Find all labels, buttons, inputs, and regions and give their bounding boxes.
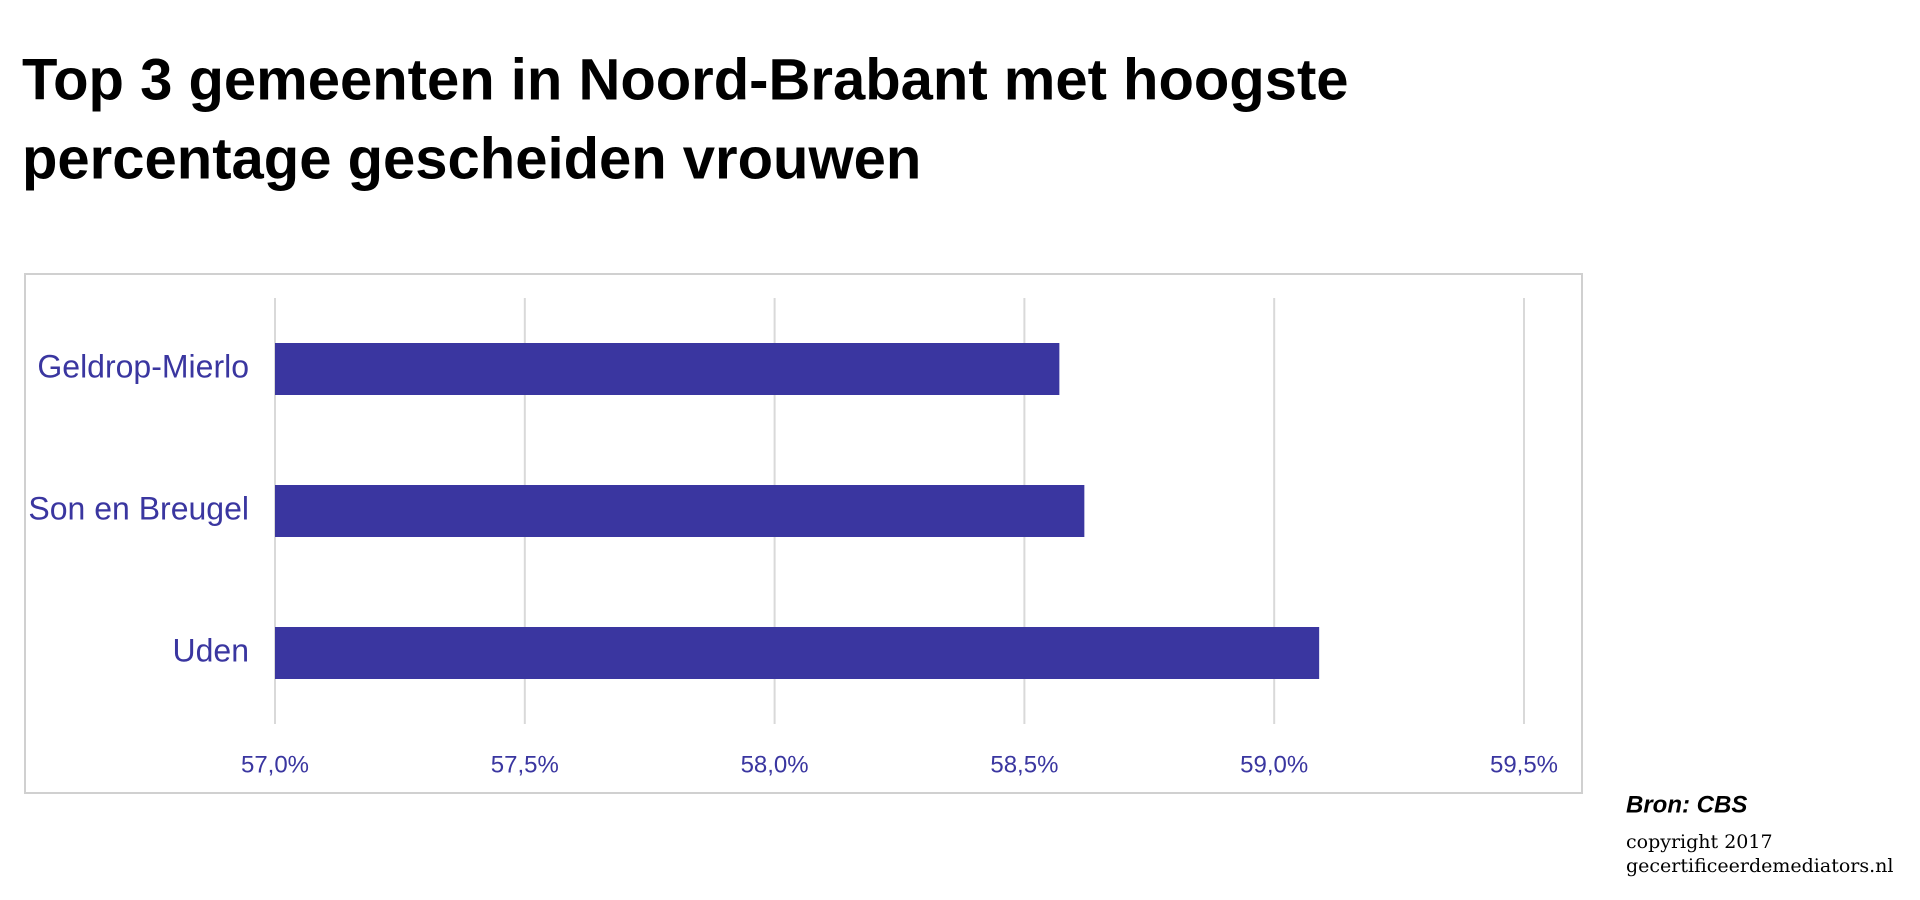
y-tick-label: Uden bbox=[173, 632, 250, 668]
bar bbox=[275, 485, 1085, 537]
chart-title: percentage gescheiden vrouwen bbox=[22, 126, 921, 191]
copyright: copyright 2017 bbox=[1626, 831, 1773, 853]
y-tick-label: Geldrop-Mierlo bbox=[37, 348, 249, 384]
x-tick-label: 59,0% bbox=[1240, 751, 1308, 778]
x-tick-label: 59,5% bbox=[1490, 751, 1558, 778]
chart-title: Top 3 gemeenten in Noord-Brabant met hoo… bbox=[22, 47, 1349, 112]
copyright: gecertificeerdemediators.nl bbox=[1626, 855, 1893, 877]
x-tick-label: 57,5% bbox=[491, 751, 559, 778]
x-tick-label: 58,0% bbox=[741, 751, 809, 778]
bar bbox=[275, 343, 1060, 395]
plot-frame bbox=[24, 273, 1583, 794]
y-tick-label: Son en Breugel bbox=[28, 490, 249, 526]
source: Bron: CBS bbox=[1626, 791, 1747, 818]
bar bbox=[275, 627, 1320, 679]
x-tick-label: 57,0% bbox=[241, 751, 309, 778]
x-tick-label: 58,5% bbox=[990, 751, 1058, 778]
